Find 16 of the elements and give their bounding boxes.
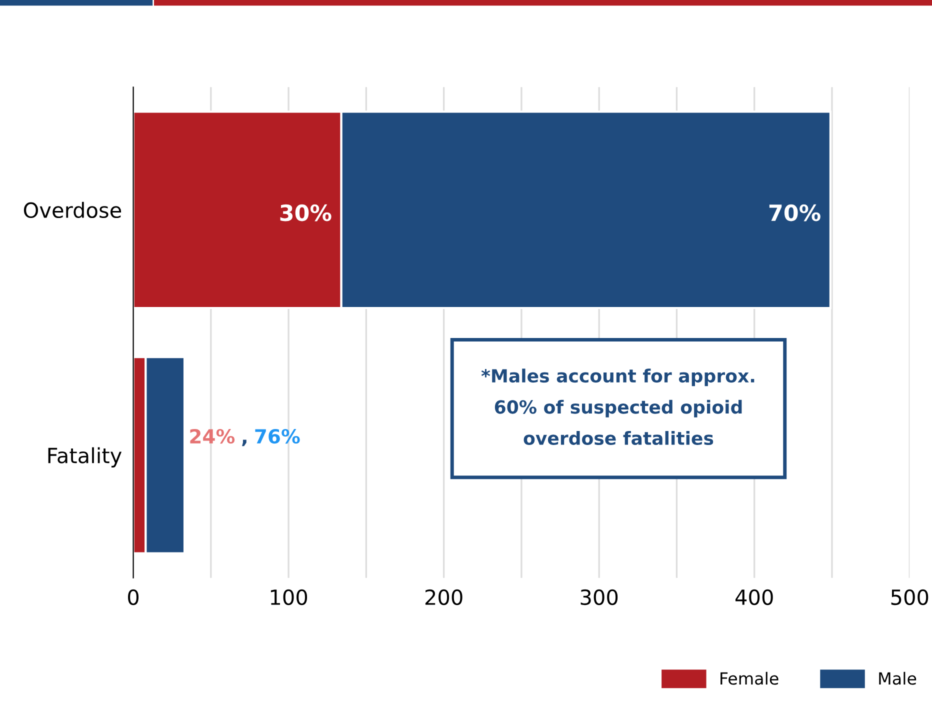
legend-label: Female — [720, 672, 778, 685]
annotation: *Males account for approx. 60% of suspected opioid overdose fatalities — [481, 368, 754, 446]
y-tick-label: Fatality — [48, 447, 122, 468]
annotation: 70% — [769, 204, 820, 222]
x-tick-label: 300 — [580, 589, 618, 606]
annotation: 76% — [255, 428, 300, 444]
annotation: , — [242, 440, 246, 446]
x-tick-label: 400 — [735, 589, 773, 606]
x-tick-label: 100 — [270, 589, 308, 606]
x-tick-label: 500 — [891, 589, 928, 606]
x-tick-label: 0 — [128, 589, 139, 606]
x-tick-label: 200 — [425, 589, 462, 606]
annotation: 24% — [190, 428, 235, 444]
annotation: 30% — [280, 204, 332, 222]
y-tick-label: Overdose — [24, 202, 122, 218]
legend-label: Male — [879, 672, 916, 685]
